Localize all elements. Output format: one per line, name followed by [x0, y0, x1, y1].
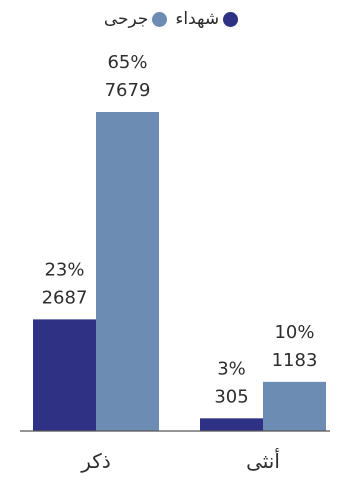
value-label-wounded-male: 7679 [105, 80, 151, 101]
legend-label-wounded: جرحى [103, 9, 149, 29]
data-labels-group: 23% 2687 65% 7679 3% 305 10% 1183 [42, 52, 318, 407]
bar-martyrs-female [200, 418, 263, 431]
value-label-wounded-female: 1183 [272, 350, 318, 371]
percent-label-wounded-male: 65% [107, 52, 147, 73]
bars-group [33, 112, 326, 431]
percent-label-wounded-female: 10% [274, 322, 314, 343]
legend-label-martyrs: شهداء [175, 9, 220, 29]
legend-item-martyrs: شهداء [175, 9, 239, 29]
bar-martyrs-male [33, 319, 96, 431]
legend-swatch-martyrs [223, 11, 239, 27]
legend-item-wounded: جرحى [104, 9, 168, 29]
category-labels-group: ذكر أنثى [80, 448, 280, 473]
value-label-martyrs-female: 305 [214, 386, 248, 407]
bar-wounded-male [96, 112, 159, 431]
legend-swatch-wounded [152, 11, 168, 27]
chart-legend: شهداء جرحى [0, 6, 342, 32]
category-label-female: أنثى [246, 448, 280, 473]
category-label-male: ذكر [80, 449, 110, 473]
value-label-martyrs-male: 2687 [42, 287, 88, 308]
percent-label-martyrs-female: 3% [217, 358, 246, 379]
bar-wounded-female [263, 381, 326, 431]
percent-label-martyrs-male: 23% [44, 259, 84, 280]
